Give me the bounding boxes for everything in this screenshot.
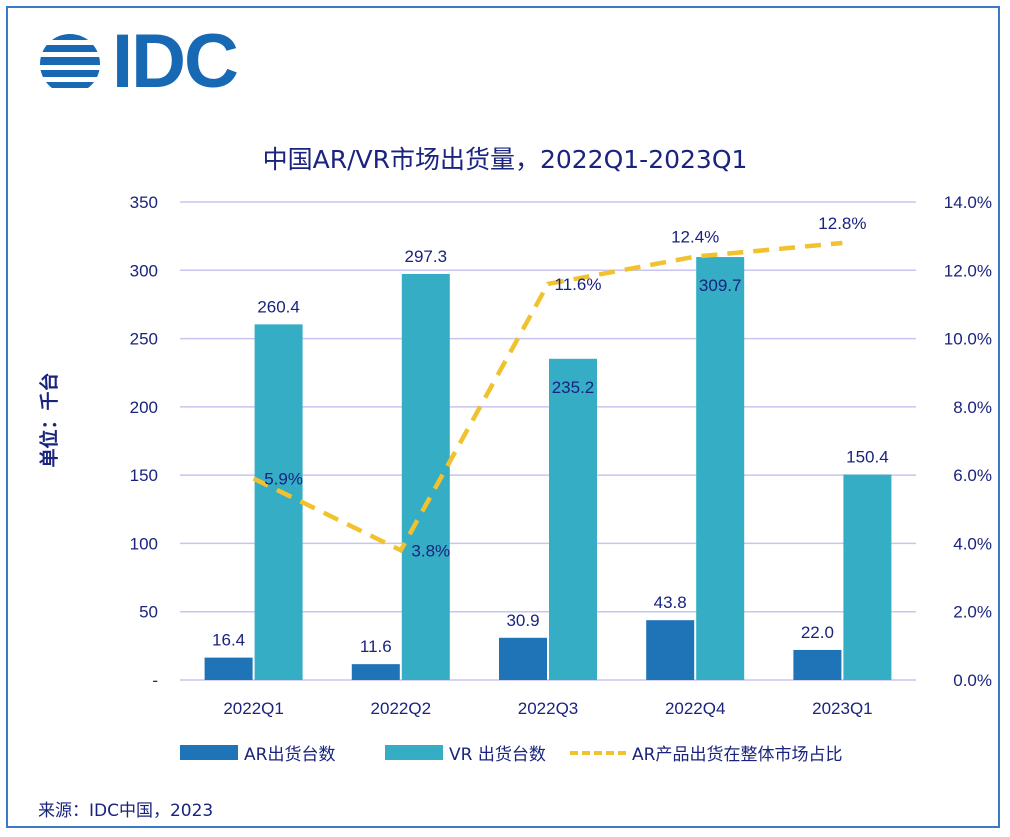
source-note: 来源：IDC中国，2023 (38, 801, 214, 821)
x-tick-label: 2022Q3 (518, 699, 579, 718)
x-tick-label: 2022Q1 (223, 699, 284, 718)
y-tick-label: 100 (130, 534, 158, 553)
bar-ar (499, 637, 547, 680)
logo-text: IDC (112, 19, 239, 104)
legend-swatch-vr (385, 745, 443, 760)
data-label-ar: 43.8 (654, 593, 687, 612)
bar-ar (351, 664, 400, 680)
y2-tick-label: 10.0% (944, 330, 992, 349)
data-label-ar: 11.6 (360, 637, 392, 656)
y2-tick-label: 6.0% (953, 466, 992, 485)
legend-label-vr: VR 出货台数 (449, 745, 546, 765)
legend-item-vr: VR 出货台数 (385, 740, 546, 765)
data-label-share: 5.9% (264, 470, 303, 489)
bar-vr (843, 474, 892, 680)
y-tick-label: 200 (130, 398, 158, 417)
bar-ar (204, 657, 253, 680)
data-label-ar: 16.4 (212, 631, 245, 650)
legend-swatch-share (570, 750, 626, 755)
x-tick-label: 2022Q4 (665, 699, 726, 718)
legend-item-ar: AR出货台数 (180, 740, 335, 765)
legend-label-ar: AR出货台数 (244, 745, 336, 765)
data-label-share: 11.6% (555, 275, 602, 294)
y-tick-label: 150 (130, 466, 158, 485)
y-tick-label: 350 (130, 193, 158, 212)
y-tick-label: 300 (130, 261, 158, 280)
y2-tick-label: 0.0% (953, 671, 992, 690)
y-tick-label: 50 (139, 603, 158, 622)
grid-lines (180, 201, 916, 681)
data-label-ar: 30.9 (506, 611, 539, 630)
y2-tick-label: 2.0% (953, 603, 992, 622)
data-label-share: 12.4% (671, 228, 719, 247)
data-label-share: 3.8% (411, 541, 450, 560)
bar-ar (793, 649, 842, 680)
x-axis-ticks: 2022Q1 2022Q2 2022Q3 2022Q4 2023Q1 (223, 699, 872, 718)
legend-label-share: AR产品出货在整体市场占比 (632, 745, 843, 765)
x-tick-label: 2023Q1 (812, 699, 873, 718)
data-label-vr: 297.3 (405, 247, 448, 266)
data-label-ar: 22.0 (801, 623, 834, 642)
data-label-vr: 150.4 (846, 448, 889, 467)
y-tick-label: 250 (130, 330, 158, 349)
data-label-share: 12.8% (818, 214, 866, 233)
y2-tick-label: 12.0% (944, 261, 992, 280)
share-line (252, 240, 843, 554)
idc-logo: IDC (36, 20, 256, 104)
share-line-path (252, 240, 843, 554)
y2-tick-label: 4.0% (953, 534, 992, 553)
x-tick-label: 2022Q2 (371, 699, 432, 718)
y2-tick-label: 14.0% (944, 193, 992, 212)
legend-item-share: AR产品出货在整体市场占比 (570, 740, 842, 765)
chart-title: 中国AR/VR市场出货量，2022Q1-2023Q1 (262, 145, 748, 174)
y2-axis-ticks: 0.0% 2.0% 4.0% 6.0% 8.0% 10.0% 12.0% 14.0% (944, 193, 992, 690)
legend-swatch-ar (180, 745, 238, 760)
bars (204, 257, 892, 680)
globe-icon (40, 34, 100, 88)
bar-vr (696, 257, 745, 680)
chart-frame (6, 6, 1000, 828)
y-tick-label: - (152, 671, 158, 690)
bar-vr (254, 324, 303, 680)
data-labels: 16.4 260.4 11.6 297.3 30.9 235.2 43.8 309.7 22.0… (212, 214, 889, 656)
bar-vr (549, 358, 597, 680)
y2-tick-label: 8.0% (953, 398, 992, 417)
data-label-vr: 309.7 (699, 276, 742, 295)
data-label-vr: 260.4 (257, 297, 300, 316)
bar-ar (646, 620, 695, 680)
data-label-vr: 235.2 (552, 378, 595, 397)
y-axis-ticks: - 50 100 150 200 250 300 350 (130, 193, 158, 690)
